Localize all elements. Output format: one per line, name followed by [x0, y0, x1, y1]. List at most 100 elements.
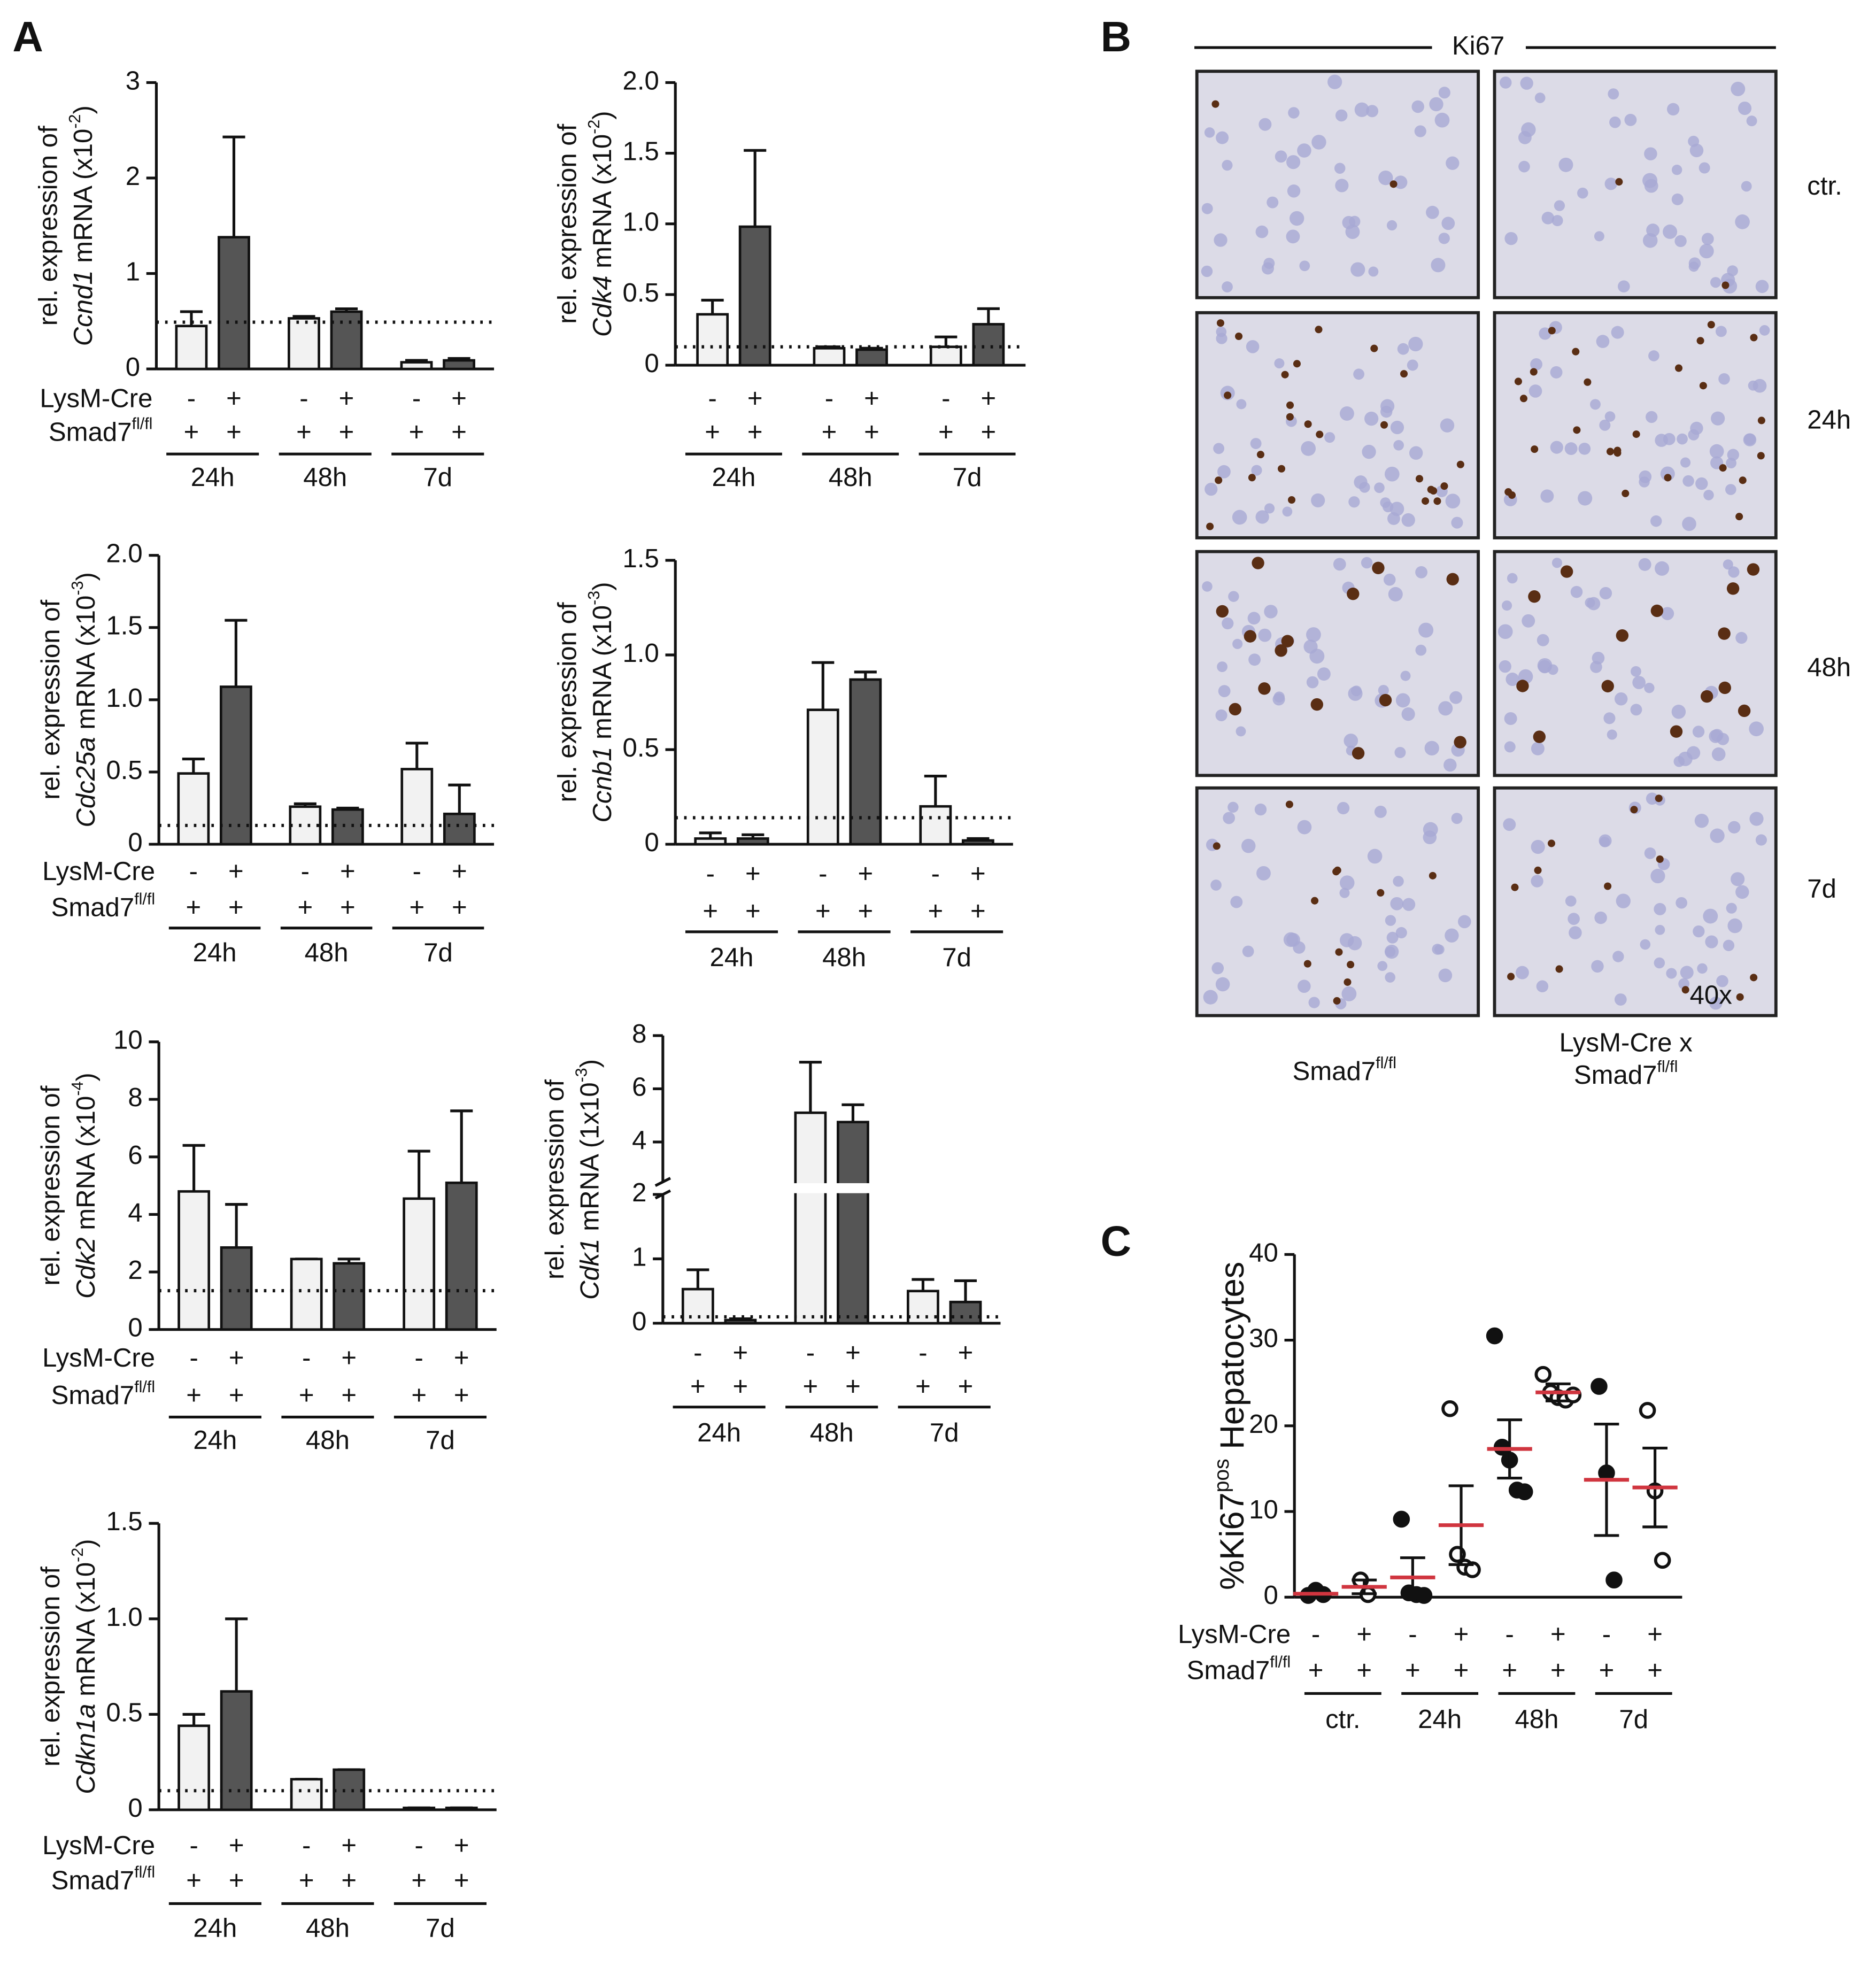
sign: +: [864, 418, 879, 447]
y-tick-label: 0: [645, 349, 659, 378]
ki67-nucleus: [1347, 961, 1355, 969]
y-tick-label: 2.0: [106, 539, 142, 568]
sign: -: [302, 1344, 311, 1372]
sign: +: [938, 418, 954, 447]
nucleus: [1578, 491, 1593, 506]
nucleus: [1438, 701, 1453, 716]
group-label: 48h: [303, 463, 347, 492]
data-point: [1516, 1483, 1533, 1500]
sign: +: [411, 1381, 427, 1410]
nucleus: [1599, 587, 1612, 600]
y-axis-label: Cdc25a mRNA (x10-3): [68, 572, 101, 827]
group-label: 24h: [193, 1914, 237, 1942]
nucleus: [1694, 813, 1709, 828]
nucleus: [1458, 915, 1471, 929]
nucleus: [1609, 116, 1621, 128]
y-axis-label: rel. expression of: [553, 602, 582, 802]
text-part: LysM-Cre: [42, 857, 155, 886]
nucleus: [1263, 258, 1275, 269]
nucleus: [1201, 265, 1213, 277]
ki67-nucleus: [1430, 487, 1438, 495]
sign: +: [747, 384, 763, 413]
nucleus: [1497, 624, 1513, 639]
text-part: mRNA (x10: [72, 1096, 101, 1238]
text-part: Smad7: [51, 1866, 135, 1895]
nucleus: [1531, 839, 1545, 854]
ki67-nucleus: [1736, 993, 1744, 1001]
y-tick-label: 6: [128, 1141, 142, 1170]
nucleus: [1394, 746, 1406, 758]
bar: [949, 1300, 982, 1325]
bar: [806, 708, 839, 846]
nucleus: [1499, 660, 1511, 673]
text-part: LysM-Cre: [1178, 1620, 1291, 1649]
nucleus: [1680, 457, 1691, 468]
ki67-nucleus: [1615, 178, 1623, 186]
group-label: 24h: [710, 943, 754, 972]
nucleus: [1236, 399, 1247, 410]
nucleus: [1386, 931, 1399, 944]
ki67-nucleus: [1670, 725, 1683, 738]
ki67-nucleus: [1700, 690, 1713, 703]
sign: -: [918, 1338, 927, 1367]
sign: +: [228, 857, 244, 886]
sign: +: [1599, 1656, 1615, 1685]
bar: [175, 325, 208, 371]
y-axis-label: rel. expression of: [36, 1567, 65, 1767]
text-part: -2: [585, 120, 603, 134]
data-point: [1441, 1400, 1458, 1417]
text-part: fl/fl: [1657, 1058, 1678, 1076]
panel-label: B: [1101, 13, 1131, 60]
ki67-nucleus: [1718, 681, 1731, 695]
nucleus: [1434, 944, 1445, 955]
nucleus: [1283, 932, 1299, 947]
nucleus: [1215, 977, 1230, 992]
nucleus: [1287, 184, 1301, 198]
nucleus: [1311, 135, 1326, 150]
ki67-nucleus: [1555, 965, 1563, 973]
y-tick-label: 0: [645, 828, 659, 857]
nucleus: [1344, 734, 1358, 748]
nucleus: [1297, 143, 1311, 158]
row-label: 48h: [1807, 653, 1851, 682]
ki67-nucleus: [1606, 448, 1614, 456]
nucleus: [1215, 709, 1227, 721]
ki67-nucleus: [1738, 704, 1751, 718]
nucleus: [1738, 101, 1752, 115]
bar: [738, 225, 771, 367]
ki67-nucleus: [1213, 842, 1221, 850]
ki67-nucleus: [1533, 730, 1546, 743]
text-part: Smad7: [49, 418, 132, 447]
nucleus: [1297, 820, 1312, 835]
ki67-nucleus: [1286, 413, 1294, 421]
nucleus: [1380, 399, 1395, 413]
nucleus: [1689, 143, 1704, 158]
text-part: LysM-Cre x: [1560, 1028, 1693, 1057]
group-label: 48h: [822, 943, 866, 972]
nucleus: [1749, 812, 1764, 826]
text-part: Smad7: [1187, 1656, 1270, 1685]
sign: +: [341, 1831, 357, 1860]
bar: [330, 310, 363, 371]
nucleus: [1204, 127, 1215, 138]
nucleus: [1451, 813, 1463, 824]
sign: +: [733, 1372, 748, 1401]
nucleus: [1599, 419, 1611, 431]
nucleus: [1551, 215, 1563, 227]
sign: +: [928, 897, 943, 926]
nucleus: [1639, 476, 1650, 488]
nucleus: [1577, 187, 1588, 199]
nucleus: [1211, 962, 1224, 975]
ki67-nucleus: [1258, 682, 1271, 695]
bar: [813, 347, 846, 367]
nucleus: [1418, 622, 1434, 638]
nucleus: [1710, 828, 1725, 843]
nucleus: [1434, 112, 1450, 128]
nucleus: [1728, 566, 1740, 578]
text-part: mRNA (1x10: [575, 1082, 604, 1238]
nucleus: [1646, 411, 1658, 423]
nucleus: [1445, 493, 1461, 509]
ki67-nucleus: [1244, 630, 1257, 643]
y-axis-label: Cdkn1a mRNA (x10-2): [68, 1539, 101, 1794]
